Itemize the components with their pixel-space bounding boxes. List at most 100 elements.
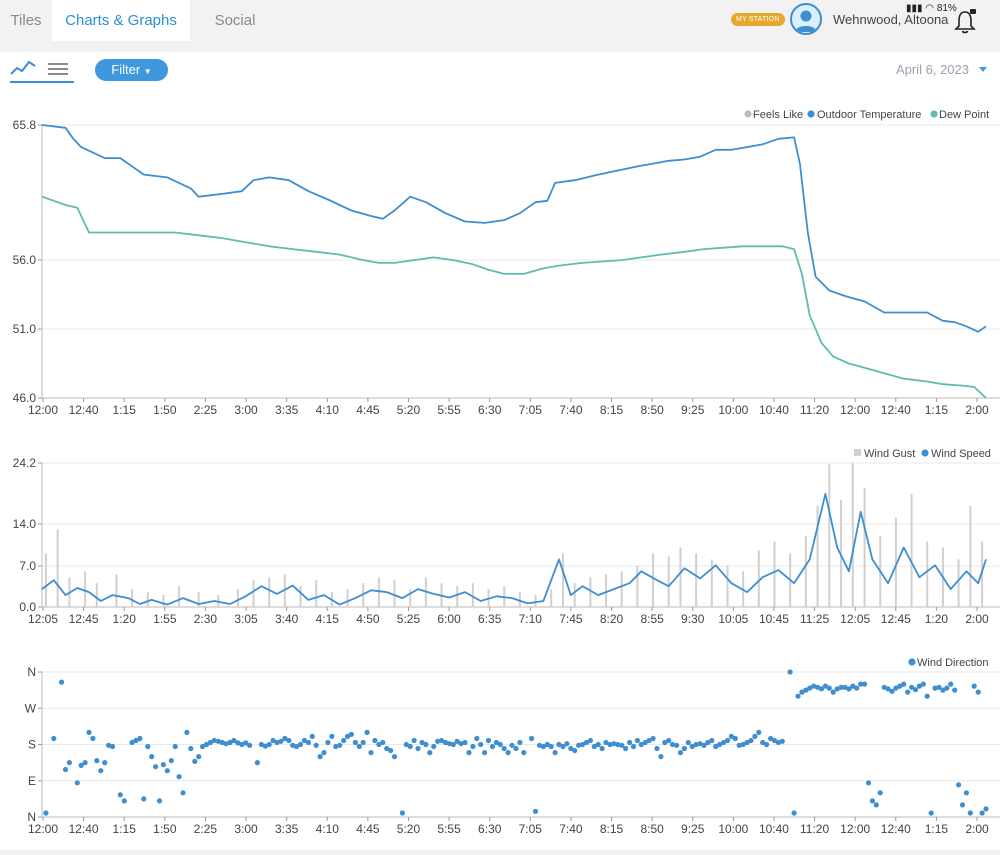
wind-direction-point — [807, 685, 813, 691]
x-tick-label: 4:15 — [316, 612, 340, 626]
filter-label: Filter — [111, 62, 141, 77]
wind-direction-point — [779, 738, 785, 744]
wind-gust-bar — [894, 517, 897, 607]
wind-gust-bar — [620, 571, 623, 607]
wind-gust-bar — [197, 592, 200, 607]
tab-social[interactable]: Social — [214, 12, 256, 29]
wind-direction-point — [744, 739, 750, 746]
wind-direction-point — [301, 737, 307, 744]
wind-direction-point — [156, 798, 163, 804]
wind-gust-bar — [589, 577, 592, 607]
wind-direction-point — [912, 687, 919, 693]
wind-direction-point — [740, 741, 746, 748]
wind-direction-point — [446, 741, 452, 747]
x-tick-label: 1:50 — [153, 403, 177, 417]
wind-direction-point — [493, 739, 499, 746]
wind-direction-point — [215, 738, 221, 744]
wind-direction-point — [254, 760, 260, 766]
x-tick-label: 10:05 — [718, 612, 748, 626]
wind-direction-point — [787, 669, 793, 675]
wind-gust-bar — [710, 559, 713, 607]
x-tick-label: 5:55 — [437, 822, 461, 836]
wind-direction-point — [865, 780, 872, 786]
wind-direction-point — [897, 683, 903, 689]
x-tick-label: 9:30 — [681, 612, 705, 626]
date-selector[interactable]: April 6, 2023 — [896, 62, 969, 77]
charts-panel: 46.0 51.0 56.0 65.8 12:00 12:40 1:15 1:50 2:25 3:… — [0, 88, 1000, 850]
wind-direction-point — [627, 739, 633, 746]
wind-direction-point — [619, 742, 625, 748]
wind-direction-point — [544, 741, 550, 748]
wind-direction-point — [677, 750, 684, 756]
wind-direction-point — [106, 742, 112, 748]
wind-direction-point — [282, 735, 288, 742]
y-tick-label: N — [27, 665, 36, 679]
tab-charts-graphs[interactable]: Charts & Graphs — [52, 0, 190, 41]
wind-direction-point — [403, 741, 409, 748]
wind-direction-point — [889, 688, 895, 694]
wind-direction-point — [505, 750, 511, 756]
wind-direction-point — [485, 737, 492, 744]
wind-direction-point — [62, 766, 69, 773]
x-tick-label: 7:05 — [519, 822, 543, 836]
wind-direction-point — [850, 683, 856, 689]
wind-direction-point — [552, 750, 558, 756]
x-tick-label: 12:05 — [840, 612, 870, 626]
filter-button[interactable]: Filter ▼ — [95, 59, 168, 81]
wind-direction-point — [517, 739, 523, 746]
x-tick-label: 6:35 — [478, 612, 502, 626]
wind-direction-point — [944, 685, 950, 691]
wind-direction-point — [529, 735, 535, 742]
wind-direction-point — [717, 741, 723, 748]
top-navigation: Tiles Charts & Graphs Social MY STATION … — [0, 0, 1000, 41]
wind-direction-point — [971, 683, 977, 689]
tab-tiles[interactable]: Tiles — [10, 12, 42, 29]
x-tick-label: 12:40 — [881, 403, 911, 417]
x-tick-label: 2:00 — [965, 822, 989, 836]
wind-gust-bar — [299, 586, 302, 607]
wind-direction-point — [709, 737, 715, 744]
x-tick-label: 7:45 — [559, 612, 583, 626]
wind-gust-bar — [828, 464, 831, 607]
x-tick-label: 10:40 — [759, 403, 789, 417]
x-tick-label: 1:20 — [113, 612, 137, 626]
wind-direction-point — [200, 743, 206, 750]
user-icon — [795, 10, 817, 32]
wind-gust-bar — [409, 589, 412, 607]
wind-direction-point — [266, 741, 272, 748]
wind-direction-point — [364, 729, 370, 736]
wind-direction-point — [662, 739, 668, 746]
x-tick-label: 10:40 — [759, 822, 789, 836]
wind-gust-bar — [816, 505, 819, 607]
wind-gust-bar — [636, 565, 639, 607]
battery-level: 81% — [936, 3, 957, 14]
wind-direction-point — [670, 741, 676, 748]
wind-direction-point — [846, 686, 852, 692]
wind-gust-bar — [679, 547, 682, 607]
wind-gust-bar — [605, 574, 608, 607]
wind-direction-point — [462, 739, 468, 746]
wind-direction-point — [368, 750, 374, 756]
wind-direction-point — [227, 739, 233, 746]
chart-toolbar: Filter ▼ April 6, 2023 — [0, 52, 1000, 88]
bell-icon[interactable] — [954, 9, 976, 35]
wind-direction-point — [924, 693, 930, 699]
chevron-down-icon[interactable] — [979, 67, 987, 72]
wind-direction-point — [916, 683, 923, 689]
avatar[interactable] — [790, 3, 822, 35]
wind-direction-point — [78, 762, 84, 769]
x-tick-label: 6:30 — [478, 822, 502, 836]
x-tick-label: 10:00 — [718, 403, 748, 417]
x-tick-label: 2:00 — [965, 403, 989, 417]
wind-direction-point — [881, 684, 887, 690]
view-toggle[interactable] — [8, 56, 76, 84]
wind-direction-point — [556, 741, 562, 748]
station-name[interactable]: Wehnwood, Altoona — [833, 12, 949, 27]
x-tick-label: 3:35 — [275, 403, 299, 417]
wind-direction-point — [360, 739, 366, 746]
x-tick-label: 9:25 — [681, 822, 705, 836]
y-tick-label: 24.2 — [13, 456, 37, 470]
wind-direction-point — [141, 796, 147, 802]
wind-direction-point — [967, 810, 973, 816]
wind-direction-point — [474, 735, 480, 742]
